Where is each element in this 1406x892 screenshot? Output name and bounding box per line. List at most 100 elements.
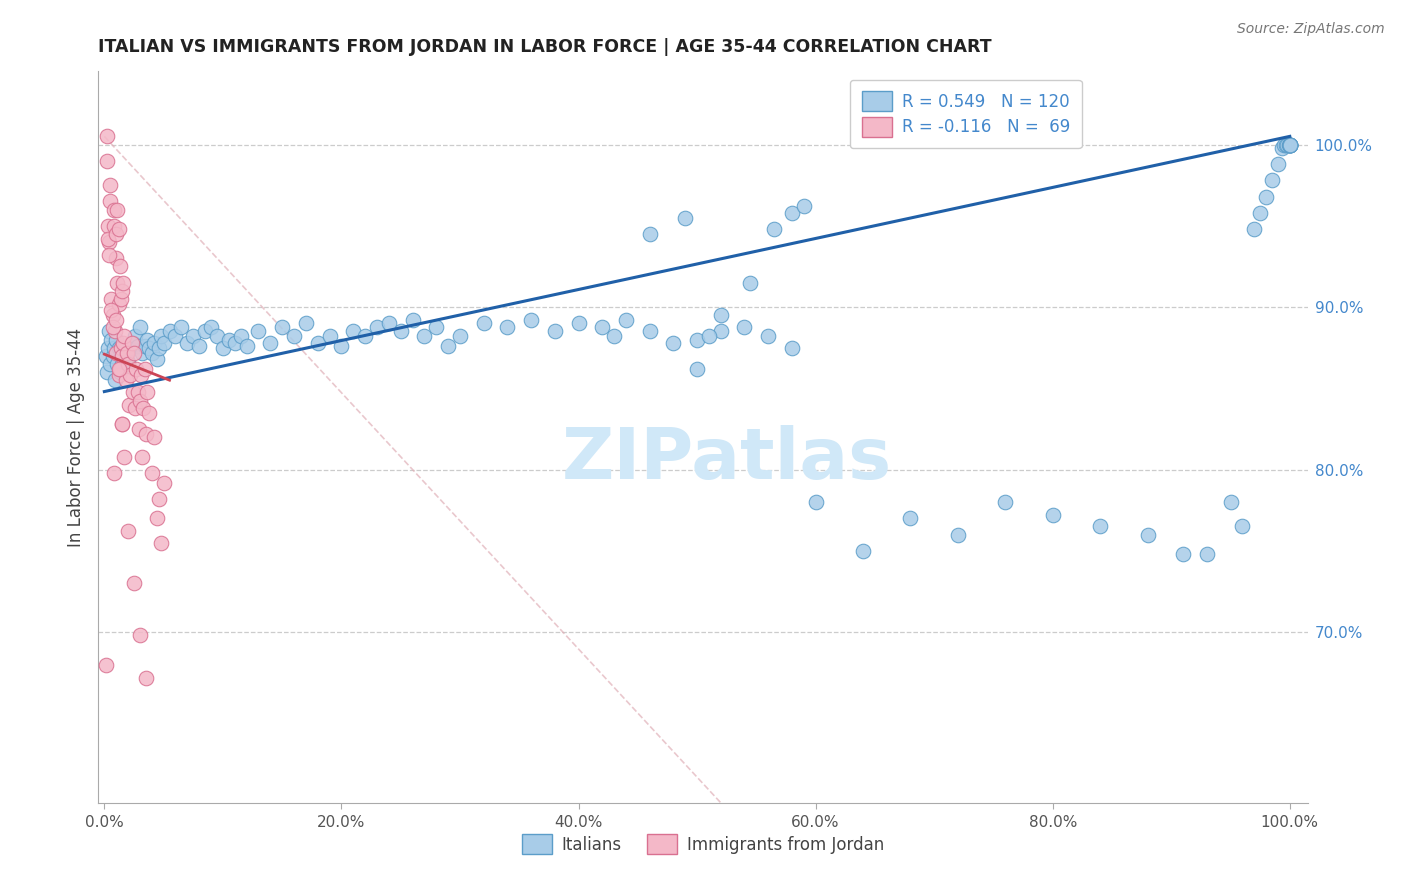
Point bbox=[108, 365, 131, 379]
Point bbox=[734, 319, 756, 334]
Point bbox=[218, 333, 240, 347]
Point bbox=[101, 319, 124, 334]
Point bbox=[852, 544, 875, 558]
Point bbox=[159, 325, 181, 339]
Point bbox=[108, 260, 131, 274]
Point bbox=[181, 329, 204, 343]
Point bbox=[946, 527, 969, 541]
Y-axis label: In Labor Force | Age 35-44: In Labor Force | Age 35-44 bbox=[66, 327, 84, 547]
Point bbox=[114, 341, 136, 355]
Point bbox=[145, 511, 167, 525]
Point bbox=[100, 292, 122, 306]
Point bbox=[307, 335, 329, 350]
Point bbox=[148, 341, 170, 355]
Point bbox=[330, 339, 353, 353]
Point bbox=[780, 341, 803, 355]
Point bbox=[112, 349, 135, 363]
Point bbox=[121, 384, 143, 399]
Point bbox=[121, 335, 143, 350]
Point bbox=[114, 329, 136, 343]
Point bbox=[366, 319, 388, 334]
Point bbox=[697, 329, 720, 343]
Point bbox=[105, 252, 128, 266]
Point bbox=[124, 329, 146, 343]
Point bbox=[129, 394, 152, 409]
Point bbox=[900, 511, 922, 525]
Point bbox=[105, 313, 128, 327]
Point bbox=[413, 329, 436, 343]
Point bbox=[1136, 527, 1159, 541]
Point bbox=[673, 211, 696, 225]
Point bbox=[229, 329, 252, 343]
Point bbox=[1249, 206, 1271, 220]
Point bbox=[188, 339, 211, 353]
Point bbox=[686, 333, 709, 347]
Point bbox=[200, 319, 222, 334]
Point bbox=[136, 333, 159, 347]
Point bbox=[111, 284, 134, 298]
Point bbox=[1219, 495, 1241, 509]
Point bbox=[122, 576, 145, 591]
Point bbox=[212, 341, 235, 355]
Point bbox=[401, 313, 423, 327]
Point bbox=[122, 345, 145, 359]
Point bbox=[194, 325, 217, 339]
Point bbox=[150, 329, 173, 343]
Point bbox=[1088, 519, 1111, 533]
Point bbox=[131, 450, 153, 464]
Point bbox=[763, 222, 786, 236]
Point bbox=[111, 417, 134, 431]
Point bbox=[105, 227, 128, 241]
Point bbox=[1278, 137, 1301, 152]
Point bbox=[283, 329, 305, 343]
Point bbox=[107, 297, 129, 311]
Point bbox=[1278, 137, 1301, 152]
Point bbox=[1278, 137, 1301, 152]
Point bbox=[389, 325, 412, 339]
Point bbox=[145, 352, 167, 367]
Point bbox=[125, 361, 148, 376]
Point bbox=[710, 325, 733, 339]
Point bbox=[710, 308, 733, 322]
Point bbox=[1275, 137, 1298, 152]
Point bbox=[1232, 519, 1254, 533]
Point bbox=[247, 325, 270, 339]
Point bbox=[295, 316, 318, 330]
Point bbox=[110, 292, 132, 306]
Point bbox=[141, 345, 163, 359]
Point bbox=[114, 352, 136, 367]
Point bbox=[121, 335, 143, 350]
Point bbox=[101, 308, 124, 322]
Point bbox=[378, 316, 401, 330]
Point bbox=[662, 335, 685, 350]
Point bbox=[103, 466, 125, 480]
Point bbox=[111, 357, 134, 371]
Point bbox=[1267, 157, 1289, 171]
Point bbox=[98, 325, 121, 339]
Point bbox=[780, 206, 803, 220]
Point bbox=[104, 325, 127, 339]
Point bbox=[143, 335, 166, 350]
Point bbox=[224, 335, 246, 350]
Point bbox=[150, 535, 173, 549]
Point bbox=[96, 129, 118, 144]
Point bbox=[105, 202, 128, 217]
Point bbox=[1171, 547, 1194, 561]
Point bbox=[131, 345, 153, 359]
Point bbox=[138, 406, 160, 420]
Point bbox=[1277, 137, 1299, 152]
Point bbox=[129, 319, 152, 334]
Point bbox=[152, 335, 174, 350]
Point bbox=[108, 361, 131, 376]
Point bbox=[98, 235, 121, 249]
Point bbox=[94, 657, 117, 672]
Point bbox=[271, 319, 294, 334]
Point bbox=[804, 495, 827, 509]
Point bbox=[112, 335, 135, 350]
Point bbox=[94, 349, 117, 363]
Point bbox=[100, 333, 122, 347]
Point bbox=[104, 373, 127, 387]
Point bbox=[544, 325, 567, 339]
Point bbox=[1195, 547, 1218, 561]
Point bbox=[98, 194, 121, 209]
